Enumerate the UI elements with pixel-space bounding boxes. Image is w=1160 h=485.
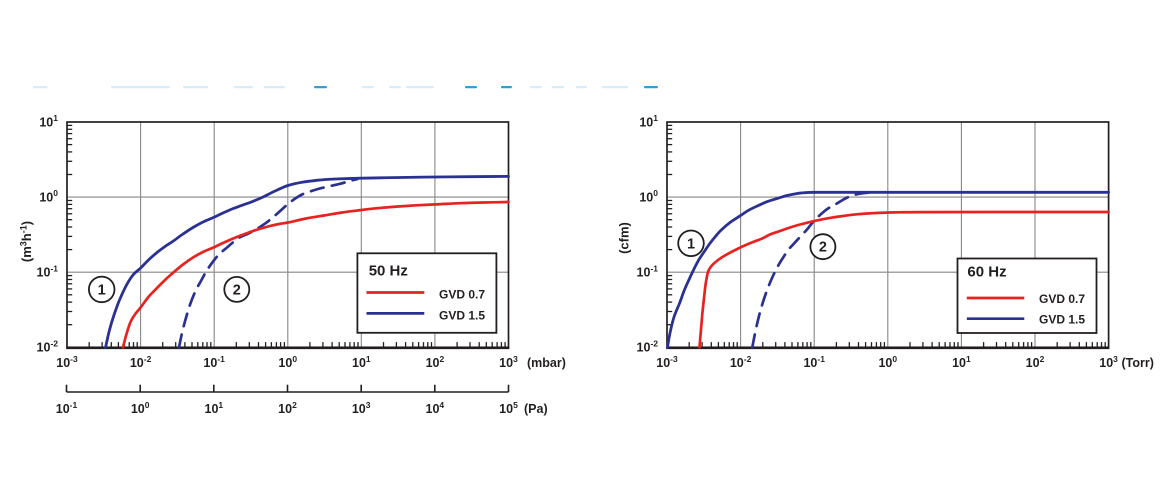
svg-text:(mbar): (mbar) — [527, 356, 566, 370]
svg-text:(cfm): (cfm) — [616, 222, 631, 254]
svg-text:GVD 0.7: GVD 0.7 — [1039, 292, 1085, 306]
svg-text:GVD 1.5: GVD 1.5 — [1039, 313, 1085, 327]
svg-text:50 Hz: 50 Hz — [369, 263, 408, 280]
svg-text:1: 1 — [98, 282, 106, 298]
svg-text:2: 2 — [819, 240, 827, 256]
svg-text:2: 2 — [233, 282, 241, 298]
svg-text:(Torr): (Torr) — [1122, 356, 1154, 370]
svg-text:60 Hz: 60 Hz — [967, 263, 1006, 280]
svg-text:GVD 1.5: GVD 1.5 — [439, 309, 485, 323]
svg-text:1: 1 — [687, 236, 695, 252]
svg-text:(Pa): (Pa) — [524, 402, 548, 416]
svg-text:GVD 0.7: GVD 0.7 — [439, 288, 485, 302]
